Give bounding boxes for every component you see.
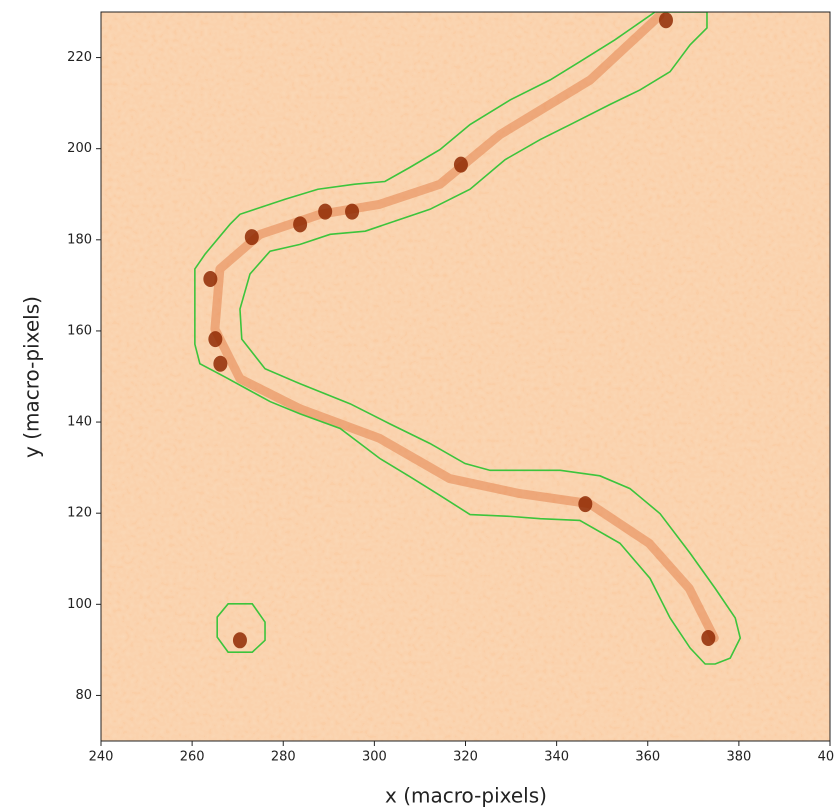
hotspot <box>293 216 308 233</box>
y-tick-label: 220 <box>67 50 92 65</box>
y-tick-label: 140 <box>67 415 92 430</box>
x-tick-label: 240 <box>89 750 114 765</box>
y-tick-label: 100 <box>67 597 92 612</box>
image-noise <box>101 12 830 741</box>
hotspot <box>213 355 228 372</box>
x-tick-label: 400 <box>818 750 835 765</box>
plot-area <box>101 12 830 741</box>
hotspot <box>203 270 218 287</box>
hotspot <box>345 203 360 220</box>
y-tick-label: 80 <box>75 688 92 703</box>
x-tick-label: 320 <box>453 750 478 765</box>
x-tick-label: 360 <box>635 750 660 765</box>
y-tick-label: 200 <box>67 141 92 156</box>
ridge <box>210 12 719 643</box>
x-tick-label: 380 <box>726 750 751 765</box>
x-tick-label: 300 <box>362 750 387 765</box>
hotspot <box>701 630 716 647</box>
y-tick-label: 160 <box>67 323 92 338</box>
x-tick-label: 340 <box>544 750 569 765</box>
x-tick-label: 260 <box>180 750 205 765</box>
y-axis-label: y (macro-pixels) <box>20 296 44 458</box>
contour <box>194 12 742 665</box>
hotspot <box>244 229 259 246</box>
hotspot <box>658 12 673 29</box>
hotspot <box>453 156 468 173</box>
y-tick-label: 180 <box>67 232 92 247</box>
hotspot <box>208 331 223 348</box>
contour <box>216 603 266 653</box>
hotspot <box>232 632 247 649</box>
x-tick-label: 280 <box>271 750 296 765</box>
x-axis-label: x (macro-pixels) <box>385 784 547 808</box>
hotspot <box>578 496 593 513</box>
hotspot <box>318 203 333 220</box>
y-tick-label: 120 <box>67 506 92 521</box>
